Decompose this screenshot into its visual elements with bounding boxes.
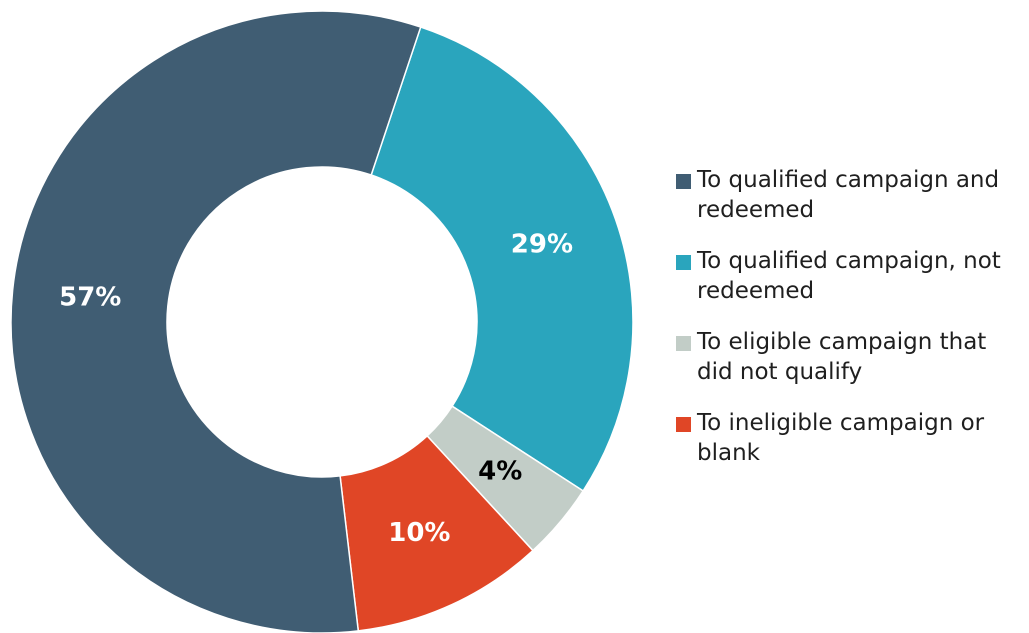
legend-item-eligible-not-qualified: To eligible campaign that did not qualif… <box>676 327 1026 387</box>
slice-qualified-redeemed <box>10 10 422 633</box>
slice-value-label: 10% <box>388 518 450 548</box>
legend-item-qualified-not-redeemed: To qualified campaign, not redeemed <box>676 246 1026 306</box>
slice-value-label: 4% <box>478 457 522 487</box>
legend-label: To qualified campaign, not redeemed <box>697 248 1001 304</box>
legend-swatch <box>676 336 691 351</box>
legend-swatch <box>676 174 691 189</box>
legend-item-qualified-redeemed: To qualified campaign and redeemed <box>676 165 1026 225</box>
legend-swatch <box>676 417 691 432</box>
slice-qualified-not-redeemed <box>370 26 634 492</box>
legend-swatch <box>676 255 691 270</box>
donut-chart: 29% 4% 10% 57% <box>10 10 634 633</box>
legend: To qualified campaign and redeemed To qu… <box>676 165 1026 489</box>
slice-value-label: 57% <box>59 283 121 313</box>
legend-label: To eligible campaign that did not qualif… <box>697 329 987 385</box>
legend-label: To ineligible campaign or blank <box>697 410 985 466</box>
legend-label: To qualified campaign and redeemed <box>697 167 1000 223</box>
legend-item-ineligible-or-blank: To ineligible campaign or blank <box>676 408 1026 468</box>
slice-value-label: 29% <box>511 229 573 259</box>
